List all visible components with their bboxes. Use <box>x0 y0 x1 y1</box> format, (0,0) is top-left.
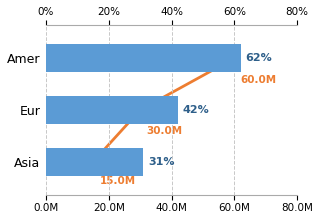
Text: 31%: 31% <box>148 157 174 167</box>
Text: 15.0M: 15.0M <box>100 176 135 186</box>
Text: 62%: 62% <box>245 53 272 63</box>
Bar <box>46 96 178 124</box>
Bar <box>46 148 143 176</box>
Bar <box>46 44 241 72</box>
Text: 42%: 42% <box>182 105 209 115</box>
Text: 60.0M: 60.0M <box>241 75 277 85</box>
Text: 30.0M: 30.0M <box>147 126 183 136</box>
